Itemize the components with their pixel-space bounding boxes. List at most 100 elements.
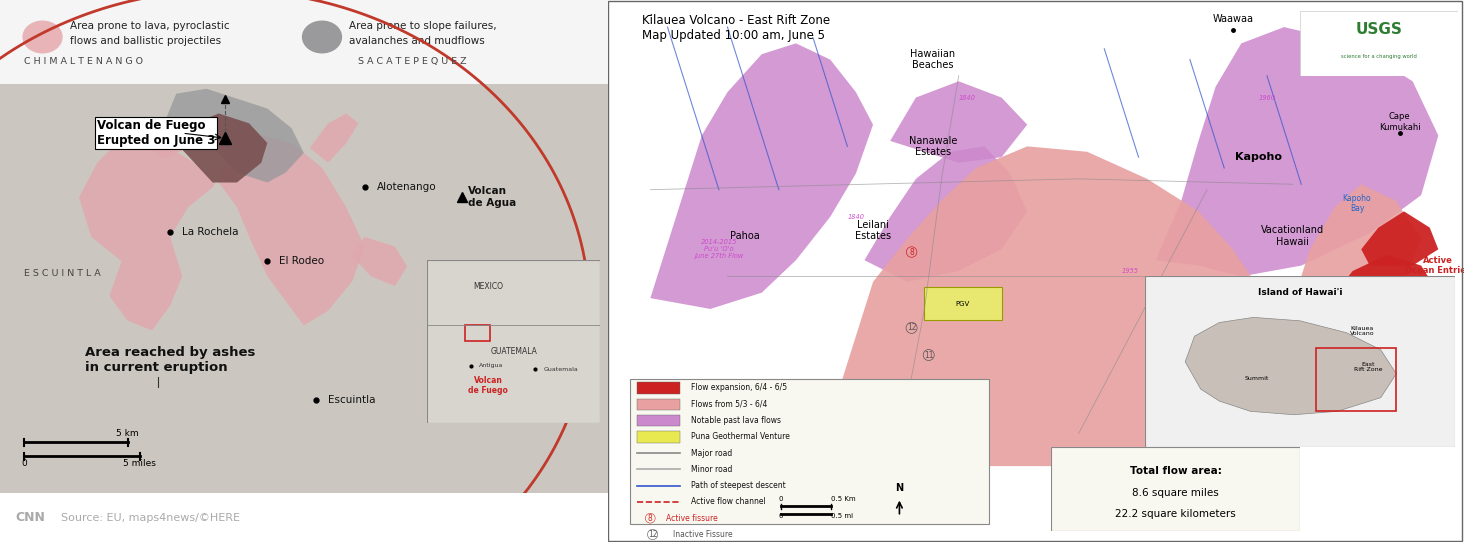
Polygon shape bbox=[176, 113, 268, 183]
Text: S A C A T E P E Q U E Z: S A C A T E P E Q U E Z bbox=[359, 57, 467, 66]
Text: 8.6 square miles: 8.6 square miles bbox=[1132, 488, 1220, 498]
Text: Flow expansion, 6/4 - 6/5: Flow expansion, 6/4 - 6/5 bbox=[691, 384, 788, 392]
Text: Area reached by ashes
in current eruption: Area reached by ashes in current eruptio… bbox=[85, 346, 255, 374]
Text: Active
Ocean Entries: Active Ocean Entries bbox=[1405, 256, 1464, 275]
Text: 8: 8 bbox=[649, 514, 653, 522]
Text: Pahoa: Pahoa bbox=[729, 231, 760, 241]
Text: 12: 12 bbox=[649, 530, 657, 539]
Text: Isaac Hale Park: Isaac Hale Park bbox=[1250, 334, 1309, 343]
Text: CNN: CNN bbox=[15, 511, 45, 524]
Text: 11: 11 bbox=[924, 351, 934, 359]
Text: science for a changing world: science for a changing world bbox=[1341, 54, 1417, 59]
Text: 0: 0 bbox=[22, 459, 28, 468]
Text: 0.5 mi: 0.5 mi bbox=[832, 513, 854, 519]
Text: Flows from 5/3 - 6/4: Flows from 5/3 - 6/4 bbox=[691, 400, 767, 409]
Text: Active flow channel: Active flow channel bbox=[691, 498, 766, 506]
Text: Path of steepest descent: Path of steepest descent bbox=[691, 481, 786, 490]
Text: Area prone to lava, pyroclastic: Area prone to lava, pyroclastic bbox=[70, 21, 230, 31]
Polygon shape bbox=[1301, 255, 1438, 385]
Text: Cape
Kumukahi: Cape Kumukahi bbox=[1379, 112, 1420, 132]
Polygon shape bbox=[164, 89, 305, 183]
Text: MacKenzie State
Recreation Area: MacKenzie State Recreation Area bbox=[1154, 410, 1218, 430]
Text: Pohoiki: Pohoiki bbox=[1173, 318, 1208, 327]
Text: Active fissure: Active fissure bbox=[666, 514, 717, 522]
Bar bbox=[1316, 348, 1397, 411]
Text: E S C U I N T L A: E S C U I N T L A bbox=[25, 269, 101, 278]
Polygon shape bbox=[427, 260, 600, 423]
Polygon shape bbox=[353, 237, 407, 286]
Text: PGV: PGV bbox=[956, 300, 971, 307]
Text: Total flow area:: Total flow area: bbox=[1130, 466, 1221, 476]
Polygon shape bbox=[864, 146, 1028, 282]
Text: Kapoho
Bay: Kapoho Bay bbox=[1342, 193, 1372, 213]
Text: Volcan
de Fuego: Volcan de Fuego bbox=[468, 376, 508, 396]
Text: GUATEMALA: GUATEMALA bbox=[490, 347, 537, 357]
Text: N: N bbox=[896, 483, 903, 493]
Text: Waawaa: Waawaa bbox=[1212, 14, 1253, 24]
Polygon shape bbox=[890, 81, 1028, 163]
Text: Opihikao: Opihikao bbox=[1108, 475, 1152, 485]
Text: Nanawale
Estates: Nanawale Estates bbox=[909, 136, 957, 157]
Text: Escuintla: Escuintla bbox=[328, 395, 376, 404]
Bar bbox=[637, 383, 681, 394]
Text: Kīlauea Volcano - East Rift Zone
Map Updated 10:00 am, June 5: Kīlauea Volcano - East Rift Zone Map Up… bbox=[641, 14, 830, 42]
Text: 0: 0 bbox=[779, 513, 783, 519]
Polygon shape bbox=[310, 113, 359, 163]
Text: Summit: Summit bbox=[1244, 376, 1269, 382]
Text: avalanches and mudflows: avalanches and mudflows bbox=[350, 36, 485, 46]
Polygon shape bbox=[1186, 318, 1397, 415]
Bar bbox=[924, 287, 1001, 320]
Text: USGS: USGS bbox=[1356, 22, 1403, 36]
Text: 0: 0 bbox=[779, 496, 783, 502]
Text: Puna Geothermal Venture: Puna Geothermal Venture bbox=[691, 433, 791, 441]
Text: C H I M A L T E N A N G O: C H I M A L T E N A N G O bbox=[25, 57, 143, 66]
Text: Vacationland
Hawaii: Vacationland Hawaii bbox=[1261, 225, 1325, 247]
Bar bbox=[637, 399, 681, 410]
Circle shape bbox=[23, 21, 61, 53]
Text: Volcan
de Agua: Volcan de Agua bbox=[468, 186, 517, 208]
Text: Alotenango: Alotenango bbox=[376, 183, 436, 192]
Text: 8: 8 bbox=[909, 248, 914, 256]
Text: 2014-2015
Pu'u 'O'o
June 27th Flow: 2014-2015 Pu'u 'O'o June 27th Flow bbox=[694, 239, 744, 260]
Text: La Rochela: La Rochela bbox=[182, 227, 239, 237]
Text: 1955: 1955 bbox=[1121, 268, 1139, 274]
Polygon shape bbox=[1293, 184, 1422, 325]
Text: Minor road: Minor road bbox=[691, 465, 732, 474]
Polygon shape bbox=[1155, 27, 1438, 276]
Text: Island of Hawai'i: Island of Hawai'i bbox=[1258, 287, 1342, 296]
Text: flows and ballistic projectiles: flows and ballistic projectiles bbox=[70, 36, 221, 46]
Text: Area prone to slope failures,: Area prone to slope failures, bbox=[350, 21, 496, 31]
Text: Notable past lava flows: Notable past lava flows bbox=[691, 416, 780, 425]
Text: 5 miles: 5 miles bbox=[123, 459, 157, 468]
Text: Source: EU, maps4news/©HERE: Source: EU, maps4news/©HERE bbox=[61, 513, 240, 522]
Text: Hawaiian
Beaches: Hawaiian Beaches bbox=[911, 49, 956, 70]
Text: Kapoho: Kapoho bbox=[1236, 152, 1282, 162]
Text: 1960: 1960 bbox=[1259, 94, 1275, 101]
Text: Leilani
Estates: Leilani Estates bbox=[855, 220, 892, 241]
Polygon shape bbox=[0, 0, 608, 84]
Polygon shape bbox=[1362, 211, 1438, 266]
Bar bbox=[466, 325, 489, 341]
Text: 22.2 square kilometers: 22.2 square kilometers bbox=[1116, 509, 1236, 519]
Text: Inactive Fissure: Inactive Fissure bbox=[673, 530, 732, 539]
Text: Volcan de Fuego
Erupted on June 3: Volcan de Fuego Erupted on June 3 bbox=[97, 119, 215, 147]
Text: El Rodeo: El Rodeo bbox=[280, 256, 325, 267]
Text: 1840: 1840 bbox=[959, 94, 976, 101]
Circle shape bbox=[303, 21, 341, 53]
Polygon shape bbox=[146, 118, 195, 158]
Text: 0.5 Km: 0.5 Km bbox=[832, 496, 856, 502]
Text: Major road: Major road bbox=[691, 449, 732, 457]
Bar bbox=[637, 431, 681, 443]
Text: 5 km: 5 km bbox=[116, 429, 139, 438]
Text: Antigua: Antigua bbox=[479, 363, 504, 369]
Polygon shape bbox=[79, 133, 365, 331]
Text: East
Rift Zone: East Rift Zone bbox=[1354, 362, 1382, 372]
Text: MEXICO: MEXICO bbox=[473, 282, 504, 292]
Text: 12: 12 bbox=[906, 324, 916, 332]
Polygon shape bbox=[813, 146, 1293, 466]
Text: 1840: 1840 bbox=[848, 214, 864, 220]
Text: Kilauea
Volcano: Kilauea Volcano bbox=[1350, 326, 1375, 337]
Text: Guatemala: Guatemala bbox=[543, 366, 578, 372]
Bar bbox=[637, 415, 681, 427]
Polygon shape bbox=[650, 43, 873, 309]
